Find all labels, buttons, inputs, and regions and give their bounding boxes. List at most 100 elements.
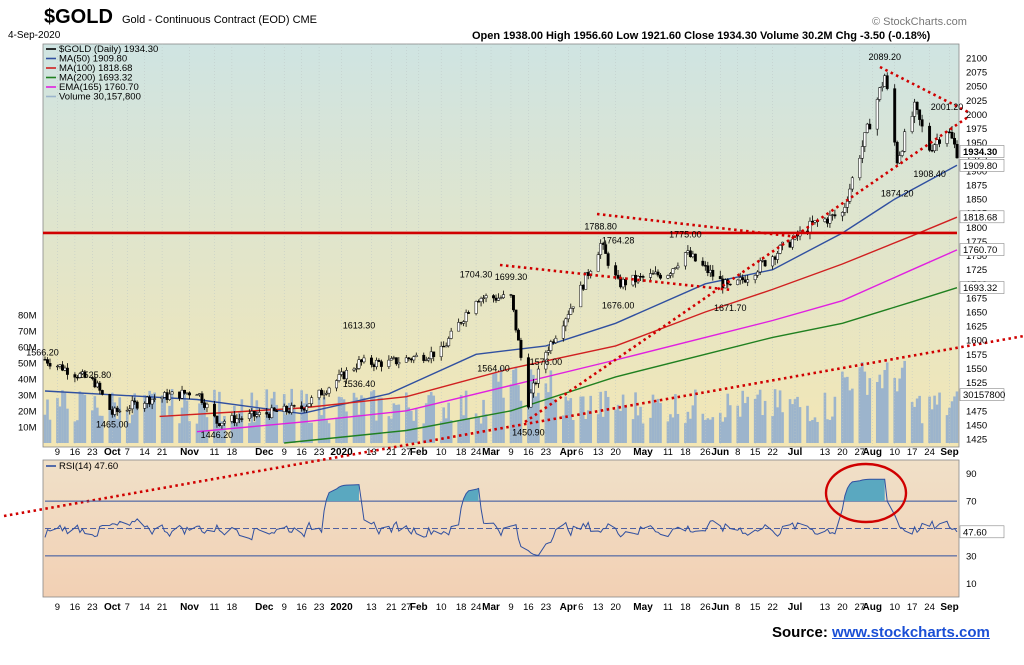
candle-body: [48, 363, 52, 367]
volume-bar: [497, 381, 500, 443]
candle-body: [98, 382, 102, 391]
candle-body: [459, 322, 463, 324]
ma200-line: [284, 287, 958, 444]
source-link[interactable]: www.stockcharts.com: [832, 624, 990, 641]
volume-bar: [601, 416, 605, 443]
volume-bar: [918, 395, 921, 443]
x-tick-label: 13: [593, 447, 604, 458]
rsi-x-tick-label: Oct: [104, 602, 121, 613]
volume-bar: [337, 396, 341, 443]
candle-body: [377, 359, 381, 362]
volume-bar: [674, 394, 677, 443]
volume-bar: [581, 396, 585, 443]
x-tick-label: 16: [296, 447, 307, 458]
price-tick-label: 1625: [966, 322, 987, 333]
candle-body: [404, 357, 408, 363]
candle-body: [753, 275, 757, 280]
volume-bar: [484, 414, 488, 443]
candle-body: [222, 421, 226, 424]
stockcharts-brand[interactable]: © StockCharts.com: [872, 16, 967, 28]
candle-body: [708, 269, 712, 274]
candle-body: [474, 301, 478, 314]
price-annotation: 1699.30: [495, 272, 528, 282]
volume-bar: [828, 419, 832, 443]
candle-body: [178, 391, 182, 399]
chart-description: Gold - Continuous Contract (EOD) CME: [122, 14, 318, 26]
candle-body: [46, 359, 49, 364]
candle-body: [840, 212, 844, 217]
volume-bar: [547, 392, 550, 443]
candle-body: [317, 389, 321, 398]
volume-bar: [606, 396, 610, 443]
volume-bar: [462, 415, 465, 443]
volume-bar: [895, 391, 899, 443]
volume-bar: [868, 378, 872, 443]
rsi-x-tick-label: 9: [508, 602, 513, 613]
volume-bar: [586, 410, 590, 443]
candle-body: [913, 101, 917, 117]
volume-bar: [198, 403, 201, 443]
volume-bar: [738, 416, 742, 443]
volume-bar: [352, 392, 356, 443]
candle-body: [579, 284, 583, 308]
candle-body: [198, 393, 201, 395]
volume-bar: [791, 404, 794, 443]
volume-bar: [517, 385, 520, 443]
volume-bar: [81, 393, 84, 443]
volume-bar: [133, 393, 137, 443]
candle-body: [883, 75, 887, 87]
legend-ma100: MA(100) 1818.68: [59, 63, 132, 74]
candle-body: [342, 371, 346, 380]
volume-bar: [195, 423, 199, 443]
candle-body: [668, 273, 672, 276]
candle-body: [412, 356, 416, 361]
volume-bar: [701, 413, 705, 443]
candle-body: [606, 253, 610, 266]
candle-body: [843, 207, 847, 213]
candle-body: [688, 250, 692, 258]
rsi-x-tick-label: 13: [593, 602, 604, 613]
candle-body: [327, 387, 331, 394]
volume-bar: [257, 416, 261, 443]
candle-body: [272, 407, 276, 411]
candle-body: [953, 137, 956, 145]
rsi-x-tick-label: 10: [436, 602, 447, 613]
ema165-line: [196, 249, 958, 433]
volume-bar: [654, 402, 657, 443]
price-annotation: 1775.00: [669, 229, 702, 239]
x-tick-label: May: [633, 447, 653, 458]
volume-bar: [442, 407, 445, 443]
price-annotation: 1446.20: [201, 430, 234, 440]
candle-body: [771, 256, 775, 267]
price-annotation: 1874.20: [881, 188, 914, 198]
volume-bar: [746, 396, 749, 443]
volume-bar: [741, 390, 745, 443]
candle-body: [95, 382, 99, 388]
candle-body: [110, 409, 114, 415]
volume-bar: [519, 400, 523, 443]
volume-bar: [58, 406, 62, 443]
volume-bar: [342, 399, 346, 443]
legend-ma200: MA(200) 1693.32: [59, 73, 132, 84]
candle-body: [619, 278, 623, 288]
candle-body: [282, 405, 286, 412]
volume-bar: [203, 401, 206, 443]
candle-body: [212, 403, 216, 417]
x-tick-label: 11: [663, 447, 673, 458]
grid-lines: [57, 44, 950, 447]
volume-tick-label: 30M: [18, 391, 37, 402]
volume-bar: [514, 366, 518, 443]
rsi-highlight-circle: [824, 462, 908, 524]
candle-body: [482, 297, 486, 299]
x-tick-label: 20: [837, 447, 848, 458]
rsi-x-tick-label: Mar: [482, 602, 500, 613]
x-tick-label: 24: [924, 447, 935, 458]
volume-bar: [806, 405, 809, 443]
volume-bar: [61, 390, 64, 443]
candle-body: [693, 253, 697, 262]
axis-tag-box: [959, 388, 1005, 401]
volume-bar: [846, 376, 849, 443]
candle-body: [703, 265, 707, 267]
candle-body: [128, 408, 132, 411]
